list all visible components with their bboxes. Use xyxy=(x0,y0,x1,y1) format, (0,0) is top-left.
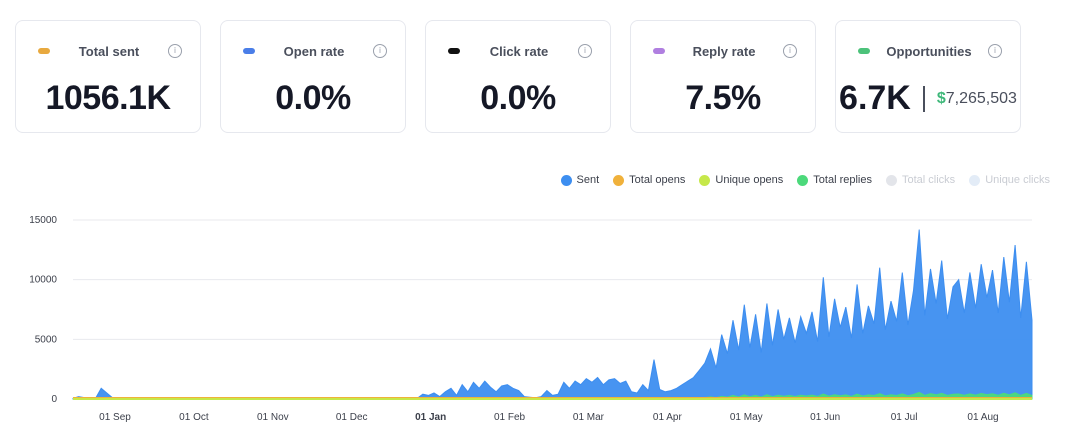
x-tick-label: 01 Sep xyxy=(99,412,131,423)
y-tick-label: 5000 xyxy=(35,334,58,345)
stat-card-value: 0.0% xyxy=(275,79,351,117)
stat-card-value: 7.5% xyxy=(685,79,761,117)
series-color-dot-icon xyxy=(858,48,870,54)
stat-card-label: Open rate xyxy=(283,43,345,59)
x-tick-label: 01 Feb xyxy=(494,412,526,423)
opportunity-amount: $7,265,503 xyxy=(937,90,1017,108)
stat-card-header: Opportunities i xyxy=(858,43,1002,59)
x-tick-label: 01 Aug xyxy=(967,412,998,423)
x-tick-label: 01 May xyxy=(730,412,763,423)
legend-item-total-opens[interactable]: Total opens xyxy=(613,174,685,186)
x-tick-label: 01 Nov xyxy=(257,412,289,423)
y-tick-label: 15000 xyxy=(29,215,57,226)
legend-item-sent[interactable]: Sent xyxy=(560,174,600,186)
legend-label: Sent xyxy=(576,174,600,186)
legend-dot-icon xyxy=(969,174,981,186)
stat-card-label: Reply rate xyxy=(692,43,756,59)
x-tick-label: 01 Oct xyxy=(179,412,209,423)
legend-dot-icon xyxy=(613,174,625,186)
opportunity-amount-value: 7,265,503 xyxy=(945,89,1017,107)
legend-dot-icon xyxy=(560,174,572,186)
legend-dot-icon xyxy=(797,174,809,186)
legend-label: Total clicks xyxy=(902,174,956,186)
stat-card-label: Opportunities xyxy=(886,43,972,59)
stat-card-total-sent: Total sent i 1056.1K xyxy=(15,20,201,133)
series-color-dot-icon xyxy=(38,48,50,54)
sent-area xyxy=(72,229,1033,400)
stat-card-value: 1056.1K xyxy=(45,79,171,117)
legend-item-unique-clicks[interactable]: Unique clicks xyxy=(969,174,1050,186)
currency-symbol: $ xyxy=(936,89,946,107)
stat-card-click-rate: Click rate i 0.0% xyxy=(425,20,611,133)
chart-legend: Sent Total opens Unique opens Total replies… xyxy=(560,174,1050,186)
series-color-dot-icon xyxy=(653,48,665,54)
stat-card-value: 0.0% xyxy=(480,79,556,117)
x-tick-label: 01 Jan xyxy=(415,412,446,423)
legend-label: Unique opens xyxy=(715,174,784,186)
value-divider xyxy=(922,85,925,112)
stat-card-header: Total sent i xyxy=(38,43,182,59)
legend-dot-icon xyxy=(699,174,711,186)
legend-label: Unique clicks xyxy=(985,174,1050,186)
x-tick-label: 01 Mar xyxy=(573,412,605,423)
stat-card-header: Click rate i xyxy=(448,43,592,59)
info-icon[interactable]: i xyxy=(783,44,797,58)
info-icon[interactable]: i xyxy=(578,44,592,58)
x-tick-label: 01 Apr xyxy=(653,412,683,423)
legend-item-total-replies[interactable]: Total replies xyxy=(797,174,872,186)
info-icon[interactable]: i xyxy=(373,44,387,58)
stat-card-open-rate: Open rate i 0.0% xyxy=(220,20,406,133)
legend-label: Total replies xyxy=(813,174,872,186)
stat-card-header: Open rate i xyxy=(243,43,387,59)
stat-cards: Total sent i 1056.1K Open rate i 0.0% Click ra… xyxy=(15,20,1067,135)
y-tick-label: 10000 xyxy=(29,275,57,286)
stat-card-header: Reply rate i xyxy=(653,43,797,59)
stat-card-opportunities: Opportunities i 6.7K $7,265,503 xyxy=(835,20,1021,133)
legend-item-total-clicks[interactable]: Total clicks xyxy=(886,174,955,186)
x-tick-label: 01 Dec xyxy=(336,412,368,423)
x-tick-label: 01 Jun xyxy=(810,412,840,423)
series-color-dot-icon xyxy=(448,48,460,54)
stat-card-reply-rate: Reply rate i 7.5% xyxy=(630,20,816,133)
opportunities-values: 6.7K $7,265,503 xyxy=(836,79,1020,118)
y-tick-label: 0 xyxy=(51,394,57,405)
x-tick-label: 01 Jul xyxy=(891,412,918,423)
info-icon[interactable]: i xyxy=(168,44,182,58)
info-icon[interactable]: i xyxy=(988,44,1002,58)
series-color-dot-icon xyxy=(243,48,255,54)
stat-card-value: 6.7K xyxy=(839,79,911,117)
stat-card-label: Click rate xyxy=(489,43,549,59)
legend-dot-icon xyxy=(886,174,897,186)
legend-item-unique-opens[interactable]: Unique opens xyxy=(699,174,783,186)
sent-area-chart: 15000 10000 5000 0 01 Sep 01 Oct 01 Nov 01 Dec 0… xyxy=(29,215,1033,423)
legend-label: Total opens xyxy=(629,174,686,186)
stat-card-label: Total sent xyxy=(78,43,140,59)
